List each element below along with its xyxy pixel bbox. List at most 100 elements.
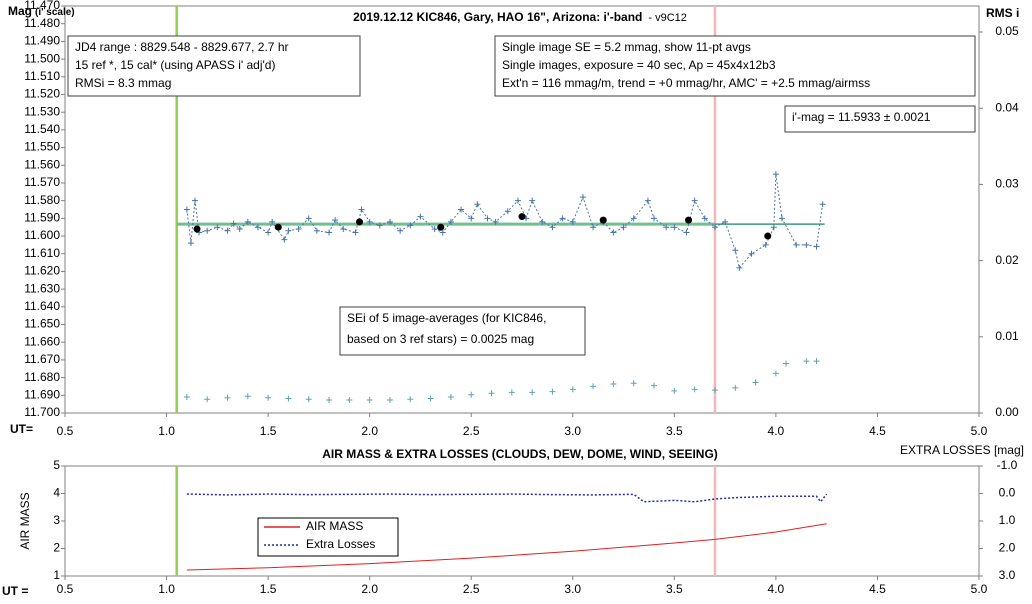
point bbox=[386, 218, 393, 225]
chart-title: 2019.12.12 KIC846, Gary, HAO 16", Arizon… bbox=[353, 10, 687, 24]
point bbox=[427, 395, 434, 402]
x-tick-label: 5.0 bbox=[971, 582, 988, 596]
point bbox=[269, 218, 276, 225]
point bbox=[529, 197, 536, 204]
point bbox=[644, 197, 651, 204]
point bbox=[417, 213, 424, 220]
legend-label: AIR MASS bbox=[306, 519, 363, 533]
point bbox=[691, 386, 698, 393]
point bbox=[305, 396, 312, 403]
point bbox=[671, 224, 678, 231]
x-tick-label: 3.0 bbox=[564, 582, 581, 596]
point bbox=[224, 227, 231, 234]
point bbox=[630, 380, 637, 387]
point bbox=[244, 218, 251, 225]
point bbox=[407, 222, 414, 229]
x-tick-label: 3.5 bbox=[666, 424, 683, 438]
avg-point bbox=[274, 223, 282, 231]
point bbox=[439, 229, 446, 236]
point bbox=[803, 241, 810, 248]
point bbox=[610, 229, 617, 236]
annotation-text: i'-mag = 11.5933 ± 0.0021 bbox=[792, 110, 931, 124]
point bbox=[770, 224, 777, 231]
point bbox=[484, 215, 491, 222]
point bbox=[352, 229, 359, 236]
y-tick-label: 11.690 bbox=[24, 387, 60, 401]
point bbox=[204, 396, 211, 403]
y-tick-label: 11.500 bbox=[24, 51, 60, 65]
y-tick-label: 5 bbox=[53, 458, 60, 472]
x-tick-label: 2.5 bbox=[463, 424, 480, 438]
annotation-text: based on 3 ref stars) = 0.0025 mag bbox=[347, 332, 534, 346]
series-line bbox=[186, 174, 824, 269]
point bbox=[386, 397, 393, 404]
x-tick-label: 3.5 bbox=[666, 582, 683, 596]
avg-point bbox=[356, 218, 364, 226]
point bbox=[559, 215, 566, 222]
x-axis-label: UT = bbox=[2, 584, 28, 598]
point bbox=[748, 250, 755, 257]
point bbox=[772, 370, 779, 377]
x-tick-label: 4.5 bbox=[869, 424, 886, 438]
point bbox=[610, 381, 617, 388]
point bbox=[752, 379, 759, 386]
point bbox=[244, 393, 251, 400]
point bbox=[376, 222, 383, 229]
y-tick-label: 11.550 bbox=[24, 140, 60, 154]
point bbox=[772, 171, 779, 178]
point bbox=[236, 225, 243, 232]
y2-tick-label: 0.00 bbox=[995, 405, 1019, 419]
point bbox=[691, 197, 698, 204]
x-tick-label: 5.0 bbox=[971, 424, 988, 438]
y-tick-label: 11.600 bbox=[24, 228, 60, 242]
point bbox=[366, 218, 373, 225]
y-tick-label: 11.580 bbox=[24, 193, 60, 207]
point bbox=[671, 387, 678, 394]
point bbox=[340, 225, 347, 232]
avg-point bbox=[518, 213, 526, 221]
point bbox=[214, 224, 221, 231]
annotation-box bbox=[494, 35, 976, 97]
point bbox=[504, 208, 511, 215]
x-tick-label: 1.0 bbox=[158, 424, 175, 438]
y-tick-label: 11.570 bbox=[24, 175, 60, 189]
legend-label: Extra Losses bbox=[306, 537, 375, 551]
y2-tick-label: 1.0 bbox=[999, 513, 1016, 527]
point bbox=[793, 241, 800, 248]
annotation-text: JD4 range : 8829.548 - 8829.677, 2.7 hr bbox=[75, 40, 289, 54]
chart-title: AIR MASS & EXTRA LOSSES (CLOUDS, DEW, DO… bbox=[322, 447, 718, 461]
point bbox=[281, 236, 288, 243]
x-tick-label: 3.0 bbox=[564, 424, 581, 438]
point bbox=[630, 215, 637, 222]
point bbox=[265, 394, 272, 401]
point bbox=[569, 386, 576, 393]
point bbox=[183, 206, 190, 213]
point bbox=[254, 224, 261, 231]
point bbox=[651, 382, 658, 389]
point bbox=[468, 391, 475, 398]
point bbox=[295, 225, 302, 232]
point bbox=[358, 206, 365, 213]
point bbox=[305, 215, 312, 222]
series-line bbox=[186, 523, 827, 571]
point bbox=[803, 358, 810, 365]
point bbox=[285, 227, 292, 234]
y-tick-label: 11.530 bbox=[24, 104, 60, 118]
y-tick-label: 11.490 bbox=[24, 34, 60, 48]
y2-tick-label: 2.0 bbox=[999, 541, 1016, 555]
annotation-text: Ext'n = 116 mmag/m, trend = +0 mmag/hr, … bbox=[502, 76, 870, 90]
annotation-text: SEi of 5 image-averages (for KIC846, bbox=[347, 311, 546, 325]
avg-point bbox=[193, 225, 201, 233]
x-tick-label: 4.5 bbox=[869, 582, 886, 596]
y-tick-label: 11.660 bbox=[24, 334, 60, 348]
point bbox=[579, 194, 586, 201]
annotation-text: Single image SE = 5.2 mmag, show 11-pt a… bbox=[502, 40, 751, 54]
point bbox=[529, 389, 536, 396]
y-tick-label: 11.480 bbox=[24, 16, 60, 30]
avg-point bbox=[685, 216, 693, 224]
point bbox=[819, 201, 826, 208]
point bbox=[458, 206, 465, 213]
point bbox=[285, 395, 292, 402]
title-text: AIR MASS & EXTRA LOSSES (CLOUDS, DEW, DO… bbox=[322, 447, 718, 461]
x-tick-label: 1.5 bbox=[260, 582, 277, 596]
